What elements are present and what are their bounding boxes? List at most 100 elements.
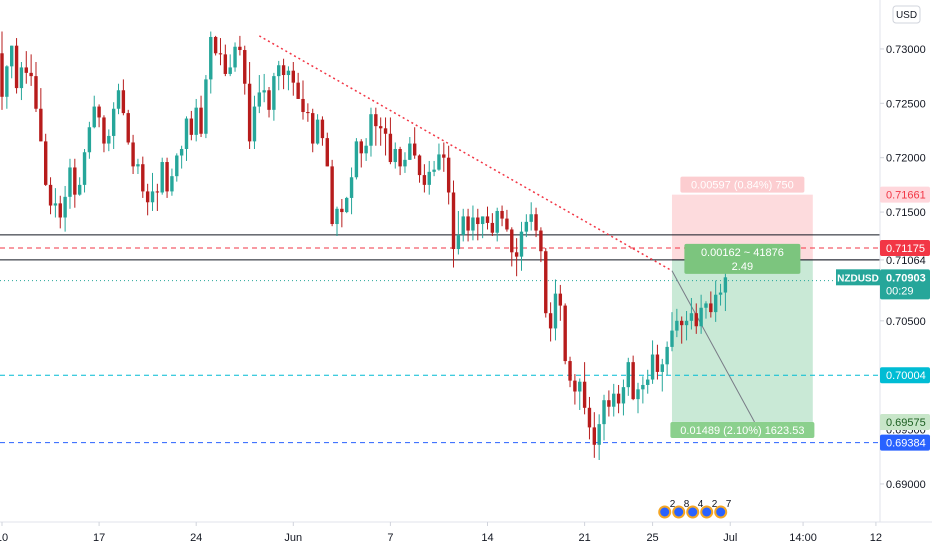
candle-body bbox=[636, 389, 640, 400]
candle-body bbox=[461, 216, 465, 235]
flag-icon-inner bbox=[660, 507, 670, 517]
trendline[interactable] bbox=[258, 35, 673, 272]
entry-label-text: 0.00162 ~ 41876 bbox=[701, 247, 784, 259]
candle-body bbox=[582, 381, 587, 408]
candle-body bbox=[655, 354, 660, 372]
ratio-label-text: 2.49 bbox=[732, 261, 753, 273]
event-marker[interactable]: 4 bbox=[686, 499, 704, 519]
candle-body bbox=[131, 142, 135, 167]
candle-body bbox=[160, 162, 164, 193]
candle-body bbox=[218, 53, 223, 55]
candle-body bbox=[456, 234, 461, 250]
candle-body bbox=[466, 216, 470, 231]
x-tick-label: 17 bbox=[93, 532, 105, 544]
candle-body bbox=[383, 128, 388, 134]
candle-body bbox=[340, 208, 344, 213]
price-label-box bbox=[880, 413, 930, 430]
candle-body bbox=[539, 230, 543, 252]
currency-button[interactable]: USD bbox=[892, 5, 921, 24]
candle-body bbox=[422, 175, 427, 185]
event-marker[interactable]: 8 bbox=[672, 499, 690, 519]
candle-body bbox=[476, 217, 480, 225]
candle-body bbox=[364, 145, 368, 154]
currency-button-frame bbox=[892, 5, 921, 24]
price-label-box bbox=[880, 367, 930, 384]
x-tick-label: 14:00 bbox=[789, 532, 817, 544]
candle-body bbox=[641, 384, 645, 390]
candle-body bbox=[680, 320, 684, 326]
candles bbox=[0, 31, 728, 461]
candle-body bbox=[272, 76, 276, 110]
price-axis[interactable]: USD 0.730000.725000.720000.715000.710640… bbox=[836, 0, 930, 522]
candle-body bbox=[257, 92, 262, 107]
price-label-text: 0.69575 bbox=[886, 417, 926, 429]
candle-body bbox=[514, 252, 519, 257]
candle-body bbox=[175, 155, 179, 177]
candle-body bbox=[233, 46, 237, 68]
price-label-text: 0.71175 bbox=[886, 243, 925, 255]
candle-body bbox=[592, 427, 597, 445]
take-profit-zone[interactable] bbox=[671, 259, 813, 422]
candle-body bbox=[73, 167, 77, 195]
candle-body bbox=[213, 36, 218, 54]
candle-body bbox=[165, 162, 169, 192]
candle-body bbox=[243, 50, 247, 84]
candle-body bbox=[597, 424, 601, 445]
candle-body bbox=[121, 90, 126, 114]
candle-body bbox=[111, 108, 116, 136]
y-tick-label: 0.72000 bbox=[886, 153, 926, 165]
y-tick-label: 0.71064 bbox=[886, 255, 926, 267]
candle-body bbox=[626, 362, 630, 388]
price-label-text: 0.69384 bbox=[886, 438, 926, 450]
price-label-text: 0.70004 bbox=[886, 370, 926, 382]
trendline-layer[interactable] bbox=[258, 35, 755, 423]
event-marker[interactable]: 7 bbox=[714, 499, 732, 519]
candle-body bbox=[48, 184, 53, 206]
candle-body bbox=[223, 54, 228, 74]
time-axis[interactable]: 10 17 24 Jun 7 14 21 25 Jul 14:00 12 bbox=[0, 521, 932, 544]
candle-body bbox=[500, 210, 504, 219]
candle-body bbox=[495, 210, 499, 233]
candle-body bbox=[39, 108, 43, 142]
candle-body bbox=[189, 118, 194, 135]
symbol-badge[interactable] bbox=[836, 269, 880, 286]
target-label-text: 0.01489 (2.10%) 1623.53 bbox=[680, 425, 804, 437]
candle-body bbox=[408, 143, 412, 160]
position-zones[interactable] bbox=[671, 194, 880, 422]
candle-body bbox=[558, 293, 563, 306]
candle-body bbox=[529, 214, 533, 222]
candle-body bbox=[24, 67, 28, 73]
event-marker[interactable]: 2 bbox=[700, 499, 718, 519]
event-marker[interactable]: 2 bbox=[658, 499, 676, 519]
y-tick-label: 0.71500 bbox=[886, 207, 926, 219]
candle-body bbox=[451, 192, 456, 250]
candle-body bbox=[286, 70, 291, 76]
candle-body bbox=[0, 53, 4, 97]
candle-body bbox=[19, 67, 24, 89]
candle-body bbox=[519, 231, 524, 257]
candle-body bbox=[87, 127, 92, 153]
candle-body bbox=[325, 138, 329, 167]
candle-body bbox=[388, 133, 393, 163]
currency-button-label: USD bbox=[896, 10, 917, 21]
x-tick-label: 21 bbox=[578, 532, 590, 544]
candle-body bbox=[281, 65, 286, 76]
candle-body bbox=[354, 141, 359, 178]
candle-body bbox=[63, 196, 67, 218]
candle-body bbox=[301, 98, 305, 113]
flag-icon-inner bbox=[688, 507, 698, 517]
candle-body bbox=[238, 46, 242, 51]
candle-body bbox=[136, 164, 140, 167]
x-tick-label: 10 bbox=[0, 532, 8, 544]
candle-body bbox=[578, 381, 582, 392]
candle-body bbox=[621, 387, 626, 404]
candle-body bbox=[471, 217, 475, 231]
candle-body bbox=[68, 167, 72, 197]
projected-path-line[interactable] bbox=[671, 270, 755, 423]
candle-body bbox=[607, 400, 611, 407]
x-tick-label: 7 bbox=[387, 532, 393, 544]
x-tick-label: 14 bbox=[481, 532, 493, 544]
